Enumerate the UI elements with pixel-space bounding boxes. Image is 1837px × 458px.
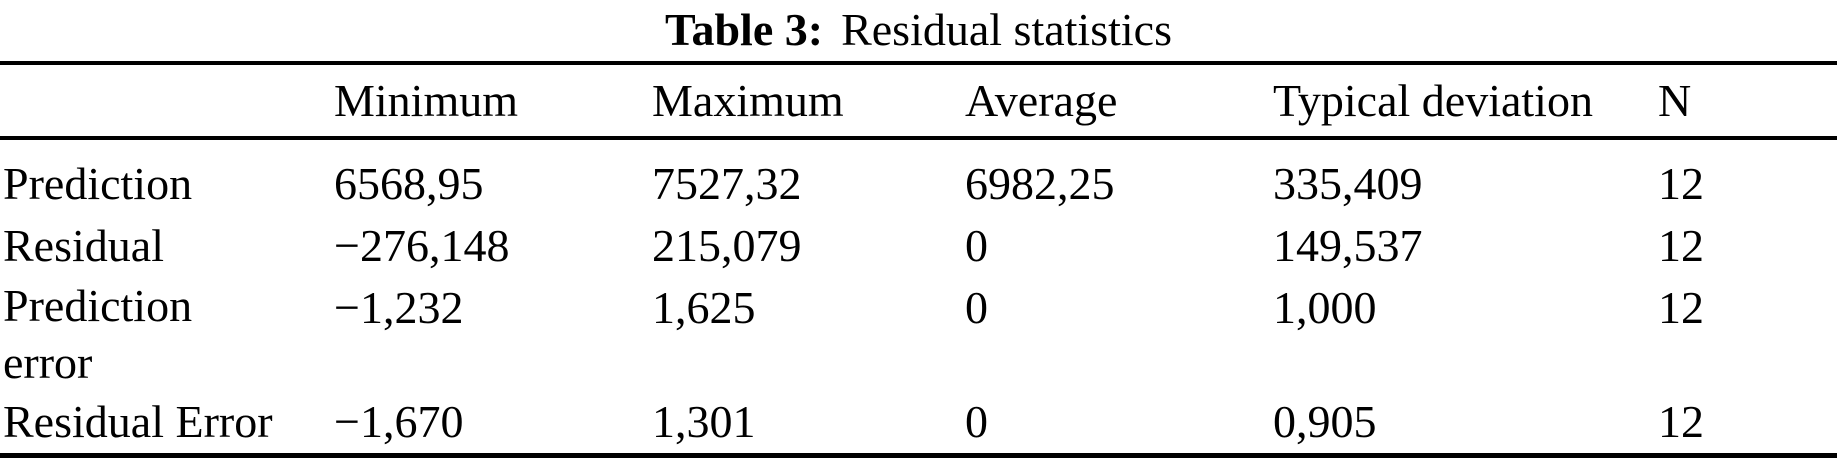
column-header-minimum: Minimum (334, 63, 652, 140)
column-header-blank (0, 63, 334, 140)
cell-maximum: 215,079 (652, 220, 802, 271)
cell-minimum: −1,232 (334, 282, 464, 333)
cell-average: 0 (965, 396, 988, 447)
cell-maximum: 1,301 (652, 396, 756, 447)
cell-minimum: −1,670 (334, 396, 464, 447)
row-label: Prediction (3, 158, 193, 209)
cell-n: 12 (1658, 396, 1704, 447)
table-caption-number: Table 3: (665, 4, 824, 55)
cell-maximum: 1,625 (652, 282, 756, 333)
cell-maximum: 7527,32 (652, 158, 802, 209)
cell-n: 12 (1658, 158, 1704, 209)
cell-typical-deviation: 0,905 (1273, 396, 1377, 447)
residual-statistics-table: Minimum Maximum Average Typical deviatio… (0, 61, 1837, 458)
cell-minimum: −276,148 (334, 220, 510, 271)
row-label: Residual (3, 220, 164, 271)
column-header-n: N (1658, 63, 1837, 140)
row-label: Residual Error (3, 396, 273, 447)
table-row-prediction-error: Prediction error −1,232 1,625 0 1,000 12 (0, 277, 1837, 391)
column-header-typical-deviation: Typical deviation (1273, 63, 1658, 140)
cell-typical-deviation: 149,537 (1273, 220, 1423, 271)
row-label: Prediction error (3, 280, 193, 388)
table-row-residual-error: Residual Error −1,670 1,301 0 0,905 12 (0, 391, 1837, 456)
cell-minimum: 6568,95 (334, 158, 484, 209)
cell-n: 12 (1658, 220, 1704, 271)
column-header-average: Average (965, 63, 1273, 140)
cell-average: 6982,25 (965, 158, 1115, 209)
cell-typical-deviation: 1,000 (1273, 282, 1377, 333)
cell-average: 0 (965, 282, 988, 333)
cell-average: 0 (965, 220, 988, 271)
table-row-prediction: Prediction 6568,95 7527,32 6982,25 335,4… (0, 138, 1837, 215)
table-caption: Table 3: Residual statistics (0, 0, 1837, 61)
header-row: Minimum Maximum Average Typical deviatio… (0, 63, 1837, 140)
column-header-maximum: Maximum (652, 63, 965, 140)
cell-n: 12 (1658, 282, 1704, 333)
table-caption-title: Residual statistics (841, 4, 1172, 55)
cell-typical-deviation: 335,409 (1273, 158, 1423, 209)
table-row-residual: Residual −276,148 215,079 0 149,537 12 (0, 215, 1837, 277)
